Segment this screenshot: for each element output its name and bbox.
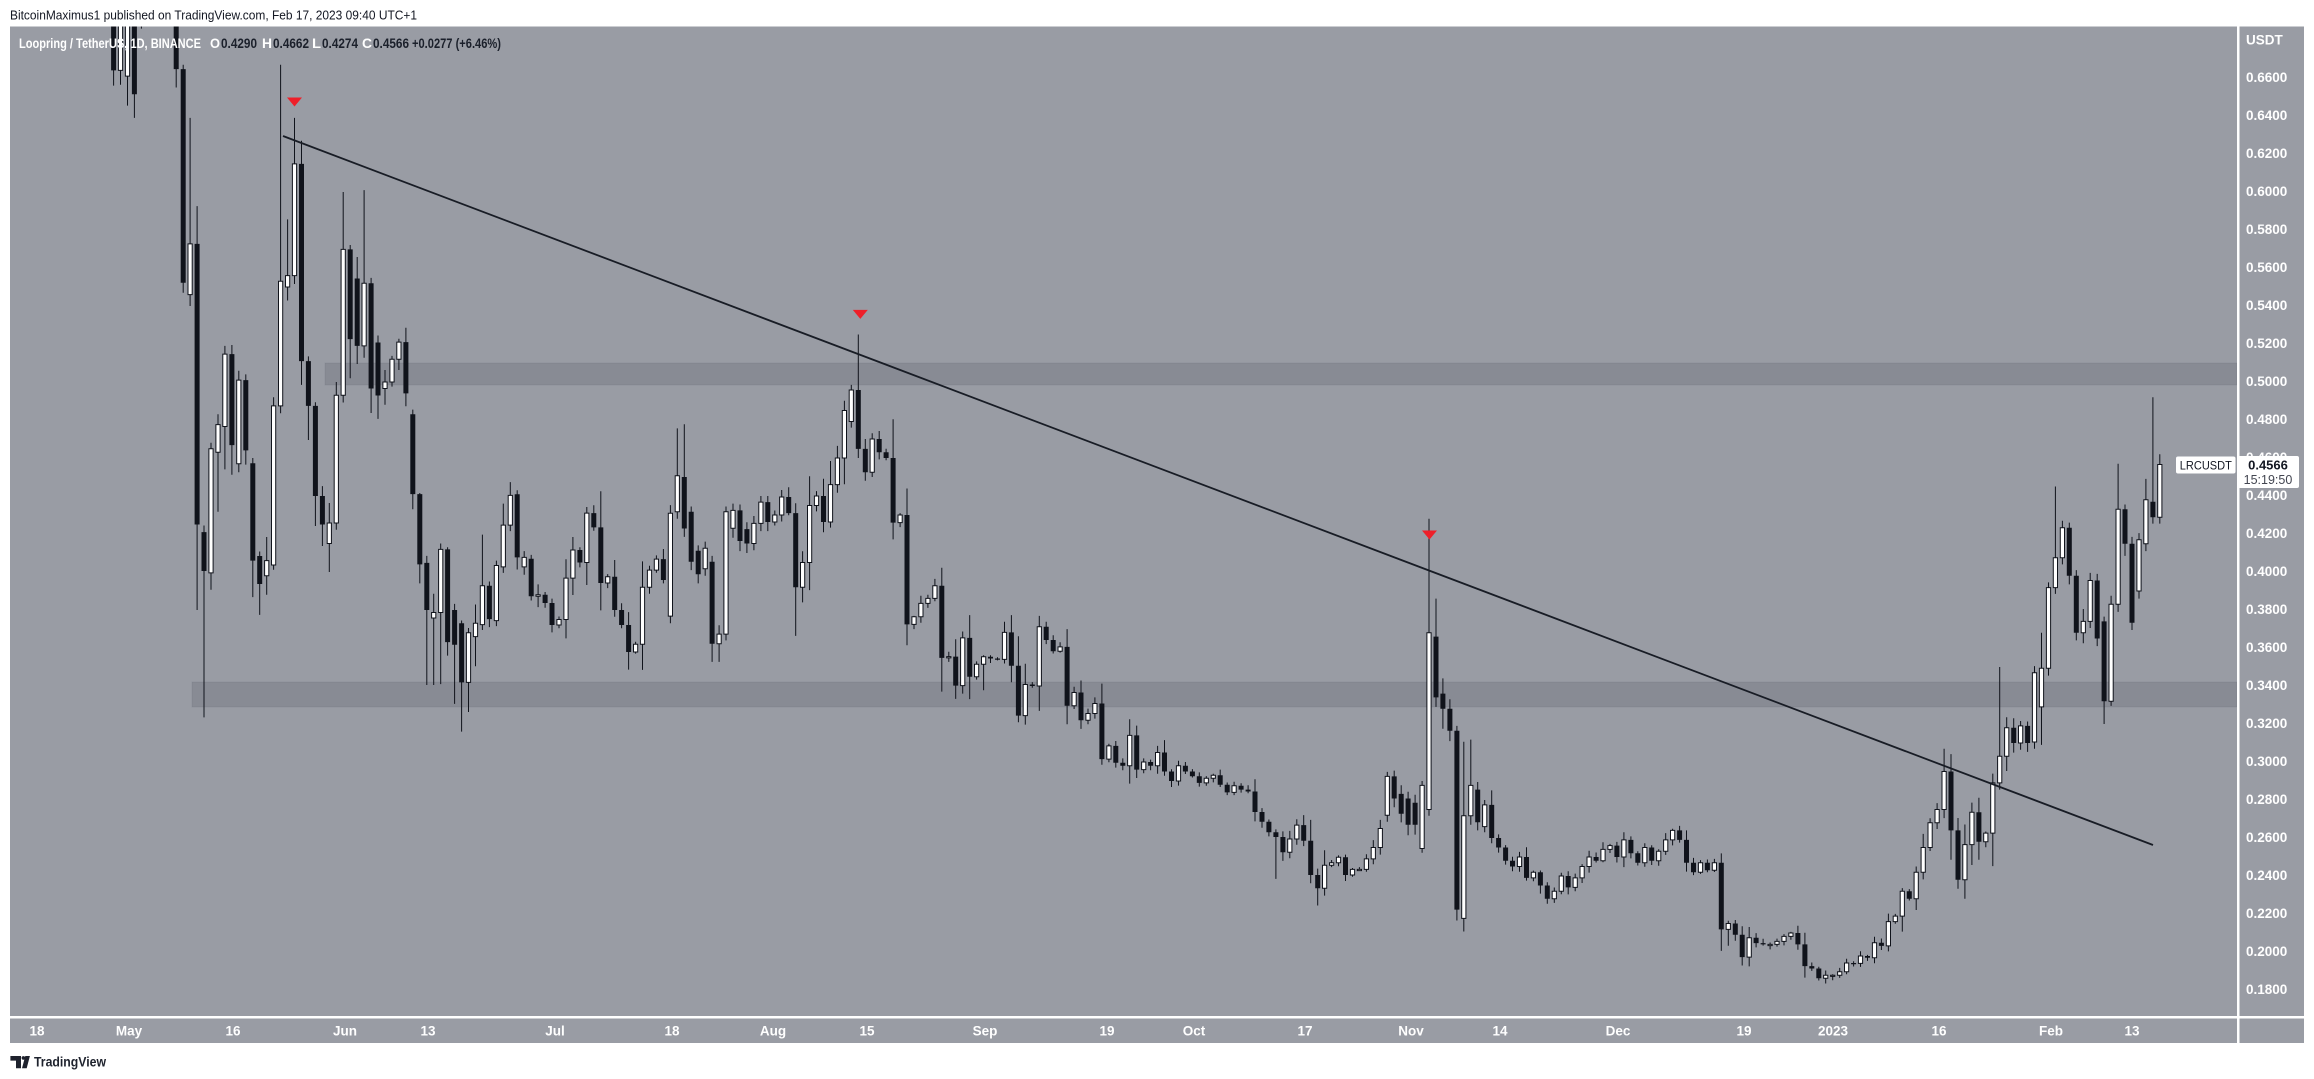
svg-text:13: 13 <box>420 1024 436 1039</box>
svg-text:Sep: Sep <box>973 1024 998 1039</box>
svg-text:0.5400: 0.5400 <box>2246 298 2287 313</box>
svg-text:Oct: Oct <box>1183 1024 1206 1039</box>
svg-text:0.5200: 0.5200 <box>2246 336 2287 351</box>
svg-text:0.4662: 0.4662 <box>273 35 309 51</box>
svg-text:0.4000: 0.4000 <box>2246 564 2287 579</box>
svg-text:+0.0277 (+6.46%): +0.0277 (+6.46%) <box>412 35 501 51</box>
svg-text:O: O <box>210 35 220 51</box>
svg-text:0.4400: 0.4400 <box>2246 488 2287 503</box>
svg-text:Nov: Nov <box>1398 1024 1424 1039</box>
svg-text:0.1800: 0.1800 <box>2246 982 2287 997</box>
svg-text:19: 19 <box>1099 1024 1114 1039</box>
svg-text:19: 19 <box>1736 1024 1751 1039</box>
svg-text:0.3800: 0.3800 <box>2246 602 2287 617</box>
svg-text:0.5600: 0.5600 <box>2246 260 2287 275</box>
svg-text:13: 13 <box>2124 1024 2140 1039</box>
svg-text:0.3600: 0.3600 <box>2246 640 2287 655</box>
svg-text:15: 15 <box>859 1024 875 1039</box>
svg-text:17: 17 <box>1297 1024 1312 1039</box>
svg-text:LRCUSDT: LRCUSDT <box>2180 459 2233 473</box>
svg-text:0.6400: 0.6400 <box>2246 108 2287 123</box>
svg-text:0.2600: 0.2600 <box>2246 830 2287 845</box>
svg-text:0.4800: 0.4800 <box>2246 412 2287 427</box>
svg-text:0.4200: 0.4200 <box>2246 526 2287 541</box>
svg-text:0.6600: 0.6600 <box>2246 70 2287 85</box>
svg-text:L: L <box>312 35 321 51</box>
svg-text:Dec: Dec <box>1606 1024 1631 1039</box>
svg-text:18: 18 <box>664 1024 680 1039</box>
svg-text:0.4290: 0.4290 <box>221 35 257 51</box>
svg-text:0.2400: 0.2400 <box>2246 868 2287 883</box>
svg-text:0.2000: 0.2000 <box>2246 944 2287 959</box>
svg-text:H: H <box>262 35 272 51</box>
svg-text:0.2800: 0.2800 <box>2246 792 2287 807</box>
svg-text:16: 16 <box>225 1024 241 1039</box>
svg-text:Feb: Feb <box>2039 1024 2063 1039</box>
svg-text:16: 16 <box>1931 1024 1947 1039</box>
svg-text:0.4566: 0.4566 <box>373 35 409 51</box>
svg-text:0.2200: 0.2200 <box>2246 906 2287 921</box>
svg-text:2023: 2023 <box>1818 1024 1849 1039</box>
svg-text:0.6000: 0.6000 <box>2246 184 2287 199</box>
svg-text:May: May <box>116 1024 143 1039</box>
svg-text:0.5000: 0.5000 <box>2246 374 2287 389</box>
svg-text:Jul: Jul <box>545 1024 565 1039</box>
svg-text:C: C <box>362 35 372 51</box>
svg-text:TradingView: TradingView <box>34 1054 106 1070</box>
svg-text:BitcoinMaximus1 published on T: BitcoinMaximus1 published on TradingView… <box>10 9 417 23</box>
svg-text:USDT: USDT <box>2246 33 2284 48</box>
svg-text:Loopring / TetherUS, 1D, BINAN: Loopring / TetherUS, 1D, BINANCE <box>19 35 201 51</box>
svg-text:0.3200: 0.3200 <box>2246 716 2287 731</box>
svg-text:0.3000: 0.3000 <box>2246 754 2287 769</box>
svg-text:0.6200: 0.6200 <box>2246 146 2287 161</box>
svg-text:0.4274: 0.4274 <box>322 35 358 51</box>
svg-text:15:19:50: 15:19:50 <box>2244 473 2293 487</box>
svg-text:0.5800: 0.5800 <box>2246 222 2287 237</box>
svg-text:0.4566: 0.4566 <box>2248 458 2288 473</box>
svg-text:14: 14 <box>1492 1024 1508 1039</box>
svg-text:0.3400: 0.3400 <box>2246 678 2287 693</box>
svg-text:Jun: Jun <box>333 1024 357 1039</box>
svg-text:Aug: Aug <box>760 1024 786 1039</box>
svg-text:18: 18 <box>29 1024 45 1039</box>
